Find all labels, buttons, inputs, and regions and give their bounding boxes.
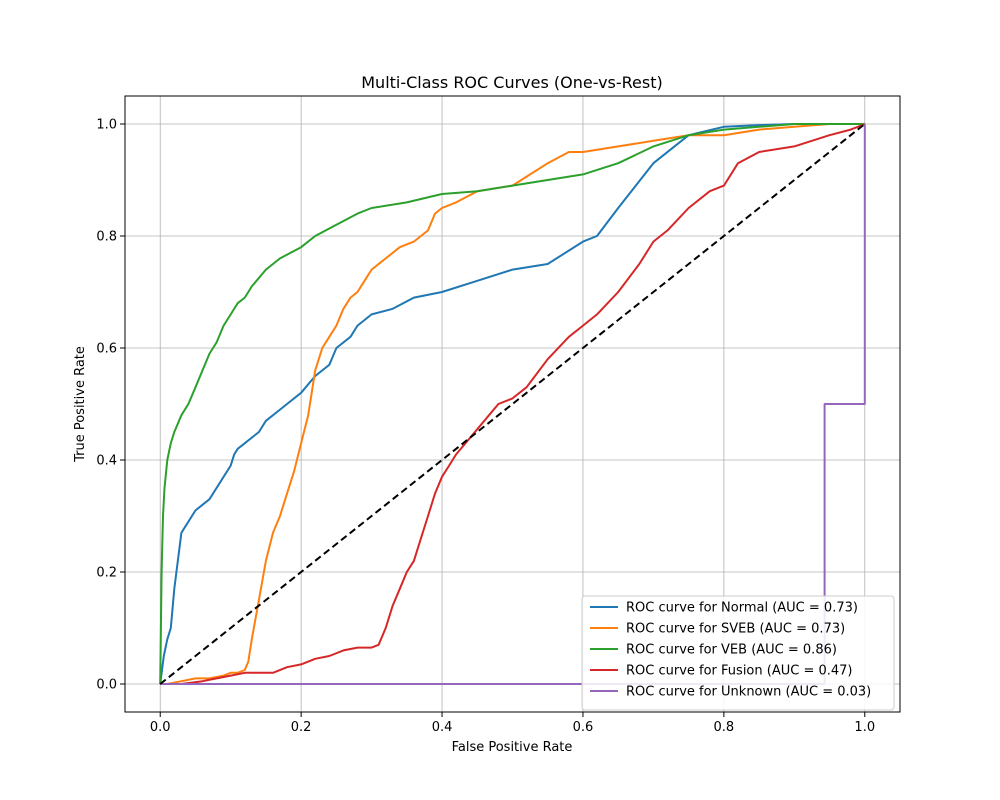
x-tick-label: 0.2: [291, 720, 312, 735]
x-tick-label: 1.0: [854, 720, 875, 735]
x-tick-label: 0.6: [573, 720, 594, 735]
x-tick-label: 0.0: [150, 720, 171, 735]
legend-entry: ROC curve for Fusion (AUC = 0.47): [626, 664, 852, 679]
y-axis-label: True Positive Rate: [73, 346, 88, 463]
y-axis-ticks: 0.0 0.2 0.4 0.6 0.8 1.0: [96, 118, 125, 693]
y-tick-label: 0.2: [96, 566, 117, 581]
legend-box: [581, 595, 895, 711]
plot-frame: [124, 95, 901, 713]
series-layer: [159, 123, 866, 685]
y-tick-label: 0.4: [96, 454, 117, 469]
series-line-normal: [159, 123, 865, 685]
legend-entry: ROC curve for VEB (AUC = 0.86): [626, 643, 837, 658]
x-axis-label: False Positive Rate: [452, 740, 573, 755]
series-line-fusion: [160, 123, 866, 685]
diagonal-reference-line: [159, 123, 866, 685]
series-line-sveb: [160, 123, 865, 685]
series-line-veb: [159, 123, 865, 685]
x-axis-ticks: 0.0 0.2 0.4 0.6 0.8 1.0: [150, 712, 875, 735]
y-tick-label: 0.6: [96, 342, 117, 357]
chart-title: Multi-Class ROC Curves (One-vs-Rest): [361, 73, 663, 92]
x-tick-label: 0.8: [714, 720, 735, 735]
legend-entry: ROC curve for Normal (AUC = 0.73): [626, 601, 858, 616]
y-tick-label: 1.0: [96, 118, 117, 133]
x-tick-label: 0.4: [432, 720, 453, 735]
legend: ROC curve for Normal (AUC = 0.73) ROC cur…: [581, 595, 895, 711]
legend-entry: ROC curve for Unknown (AUC = 0.03): [626, 685, 871, 700]
y-tick-label: 0.0: [96, 678, 117, 693]
legend-entry: ROC curve for SVEB (AUC = 0.73): [626, 622, 845, 637]
y-tick-label: 0.8: [96, 230, 117, 245]
